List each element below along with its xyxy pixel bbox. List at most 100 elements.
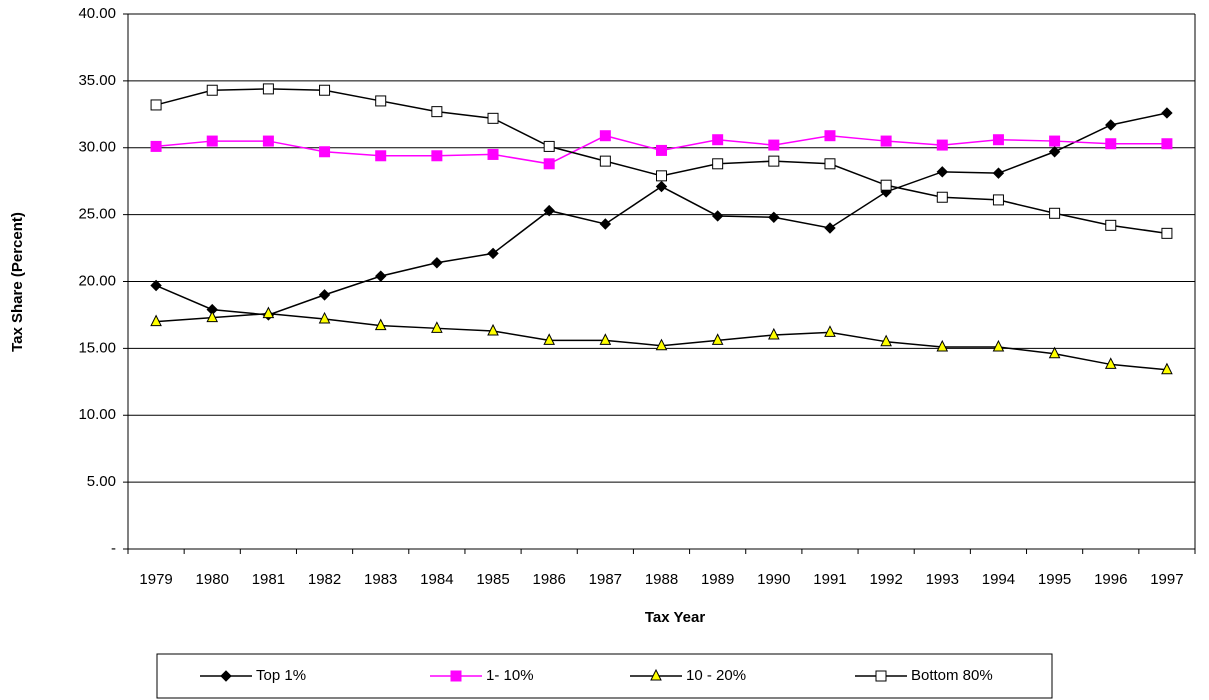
marker [262,83,274,95]
y-tick-label: 35.00 [78,72,116,89]
marker [1161,107,1173,119]
legend-label: 10 - 20% [686,667,746,684]
marker [768,327,780,340]
marker [220,670,232,682]
x-tick-label: 1982 [308,571,341,588]
y-tick-label: 15.00 [78,339,116,356]
marker [936,339,949,352]
y-tick-label: - [111,540,116,557]
marker [768,155,780,167]
marker [768,139,780,151]
series-line [155,88,1168,235]
y-tick-label: 5.00 [87,473,116,490]
marker [936,166,948,178]
x-tick-label: 1984 [420,571,453,588]
marker [655,338,668,351]
marker [319,146,331,158]
marker [712,158,724,170]
x-tick-label: 1981 [252,571,285,588]
marker [431,150,443,162]
marker [599,333,612,345]
marker [487,148,499,160]
marker [824,158,836,170]
marker [318,311,331,324]
y-tick-label: 20.00 [78,272,116,289]
marker [1161,227,1173,239]
marker [711,333,724,345]
marker [375,270,387,282]
marker [262,306,275,319]
marker [1048,146,1061,158]
marker [992,167,1005,179]
y-tick-label: 10.00 [78,406,116,423]
marker [599,218,612,230]
marker [992,339,1005,352]
marker [824,130,836,142]
marker [487,323,499,336]
x-tick-label: 1994 [982,571,1015,588]
marker [768,211,780,224]
y-tick-label: 40.00 [78,5,116,22]
x-tick-label: 1979 [139,571,172,588]
y-tick-label: 25.00 [78,206,116,223]
x-axis-title: Tax Year [645,609,705,626]
x-tick-label: 1988 [645,571,678,588]
y-axis-title: Tax Share (Percent) [9,212,26,352]
marker [880,135,892,147]
legend-label: Bottom 80% [911,667,993,684]
x-tick-label: 1993 [926,571,959,588]
marker [375,150,387,162]
x-tick-label: 1991 [813,571,846,588]
marker [1048,346,1061,359]
marker [487,247,499,260]
x-tick-label: 1985 [476,571,509,588]
marker [880,334,892,347]
marker [431,106,443,118]
marker [543,140,555,152]
marker [1104,357,1117,369]
x-tick-label: 1990 [757,571,790,588]
legend-label: 1- 10% [486,667,534,684]
marker [936,139,948,151]
marker [1161,138,1173,150]
marker [992,134,1004,146]
marker [150,140,162,152]
marker [1049,135,1061,147]
x-tick-label: 1992 [869,571,902,588]
x-tick-label: 1983 [364,571,397,588]
marker [712,134,724,146]
marker [375,95,387,107]
marker [150,314,162,327]
marker [650,668,662,681]
marker [431,257,443,269]
marker [656,170,667,182]
legend-label: Top 1% [256,667,306,684]
x-tick-label: 1986 [532,571,565,588]
marker [880,179,892,191]
x-tick-label: 1980 [196,571,229,588]
marker [1161,362,1173,375]
x-tick-label: 1997 [1150,571,1183,588]
marker [262,135,274,147]
marker [1105,119,1117,131]
marker [543,333,555,345]
marker [150,279,162,292]
marker [655,180,668,193]
marker [431,321,443,333]
x-tick-label: 1996 [1094,571,1127,588]
marker [875,670,887,682]
marker [1105,219,1117,231]
marker [206,310,219,323]
marker [450,670,462,682]
marker [992,194,1004,206]
marker [150,99,162,111]
marker [656,144,667,156]
x-tick-label: 1995 [1038,571,1071,588]
marker [319,84,331,96]
marker [824,222,836,234]
marker [936,191,948,203]
marker [1105,138,1117,150]
y-tick-label: 30.00 [78,139,116,156]
marker [374,318,387,331]
